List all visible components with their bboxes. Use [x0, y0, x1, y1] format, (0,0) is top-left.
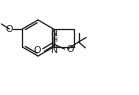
Text: O: O: [5, 25, 12, 34]
Text: O: O: [33, 46, 41, 55]
Text: O: O: [67, 46, 74, 55]
Text: N: N: [50, 30, 57, 38]
Text: H: H: [52, 36, 57, 42]
Text: N: N: [51, 46, 58, 55]
